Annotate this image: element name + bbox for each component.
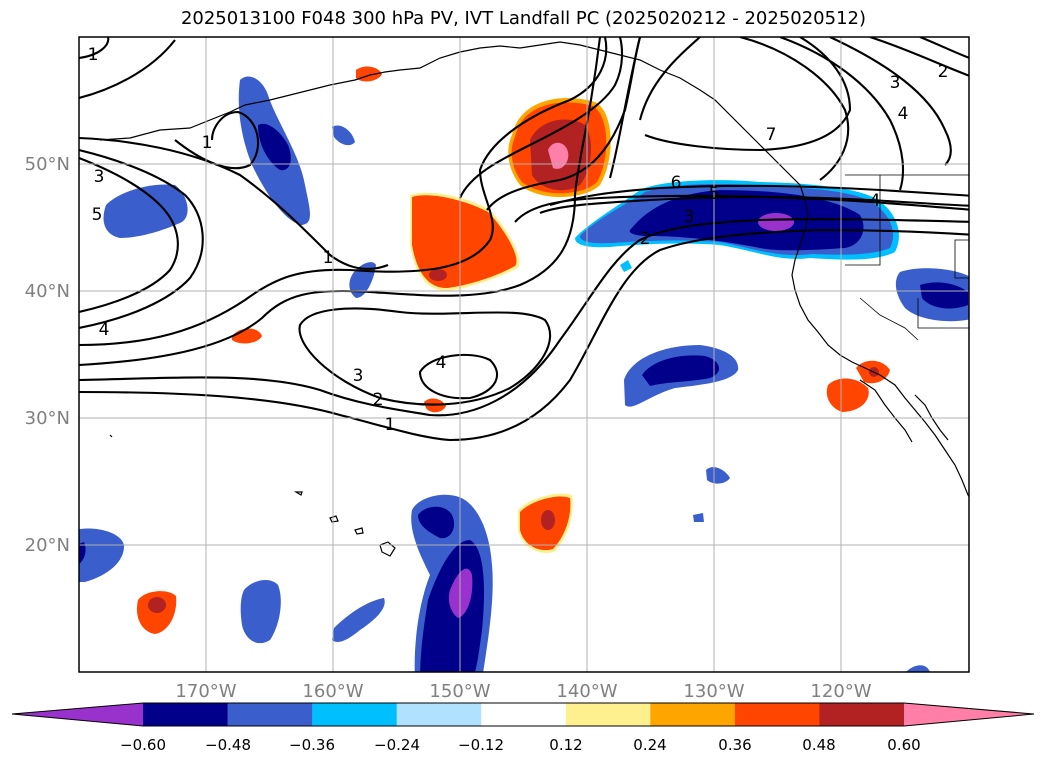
colorbar-tick-label: 0.60: [887, 736, 920, 754]
contour-label: 2: [373, 390, 384, 410]
colorbar-cell: [650, 703, 736, 726]
contour-label: 1: [88, 45, 99, 65]
contour-label: 1: [385, 415, 396, 435]
colorbar-cell: [143, 703, 229, 726]
contour-label: 5: [92, 205, 103, 225]
colorbar-tick-label: −0.48: [205, 736, 251, 754]
contour-label: 4: [870, 191, 881, 211]
lat-tick-labels: 50°N 40°N 30°N 20°N: [25, 154, 70, 556]
colorbar-cell: [565, 703, 651, 726]
lat-tick-label: 30°N: [25, 408, 70, 429]
colorbar-cell: [396, 703, 482, 726]
ivt-contours: [79, 37, 969, 442]
colorbar-cell: [819, 703, 905, 726]
figure-title: 2025013100 F048 300 hPa PV, IVT Landfall…: [180, 8, 867, 29]
contour-label: 2: [640, 229, 651, 249]
colorbar-cell: [227, 703, 313, 726]
lon-tick-label: 130°W: [683, 681, 744, 702]
coastlines: [99, 41, 969, 557]
pv-shading: [79, 66, 969, 672]
colorbar-tick-label: −0.24: [374, 736, 420, 754]
colorbar-tick-label: 0.12: [549, 736, 582, 754]
contour-label: 4: [436, 353, 447, 373]
colorbar-tick-label: 0.36: [718, 736, 751, 754]
contour-label: 6: [671, 173, 682, 193]
lon-tick-labels: 170°W 160°W 150°W 140°W 130°W 120°W: [175, 681, 871, 702]
lat-tick-label: 50°N: [25, 154, 70, 175]
contour-labels: 1 1 3 5 1 4 3 2 1 4 6 5 3 2 7 3 2 4 4: [88, 45, 949, 435]
contour-label: 4: [898, 104, 909, 124]
lon-tick-label: 140°W: [556, 681, 617, 702]
colorbar-tick-label: 0.48: [802, 736, 835, 754]
lon-tick-label: 120°W: [810, 681, 871, 702]
colorbar-cell: [481, 703, 567, 726]
contour-label: 2: [938, 62, 949, 82]
contour-label: 1: [202, 133, 213, 153]
lat-tick-label: 20°N: [25, 535, 70, 556]
colorbar-tick-label: −0.36: [289, 736, 335, 754]
colorbar-outline: [11, 702, 1035, 727]
colorbar-tick-label: −0.12: [458, 736, 504, 754]
lon-tick-label: 150°W: [429, 681, 490, 702]
contour-label: 3: [94, 167, 105, 187]
contour-label: 3: [353, 366, 364, 386]
contour-label: 1: [323, 248, 334, 268]
contour-label: 3: [890, 73, 901, 93]
colorbar: −0.60 −0.48 −0.36 −0.24 −0.12 0.12 0.24 …: [11, 702, 1035, 754]
lat-tick-label: 40°N: [25, 281, 70, 302]
grid-lines: [79, 37, 969, 672]
colorbar-cell: [312, 703, 398, 726]
contour-label: 4: [99, 320, 110, 340]
lon-tick-label: 160°W: [302, 681, 363, 702]
colorbar-tick-label: 0.24: [633, 736, 666, 754]
colorbar-extend-high: [904, 703, 1034, 726]
map-frame: [78, 36, 970, 673]
contour-label: 7: [766, 125, 777, 145]
colorbar-extend-low: [12, 703, 143, 726]
contour-label: 3: [684, 207, 695, 227]
lon-tick-label: 170°W: [175, 681, 236, 702]
contour-label: 5: [709, 184, 720, 204]
colorbar-tick-label: −0.60: [120, 736, 166, 754]
colorbar-cell: [734, 703, 820, 726]
